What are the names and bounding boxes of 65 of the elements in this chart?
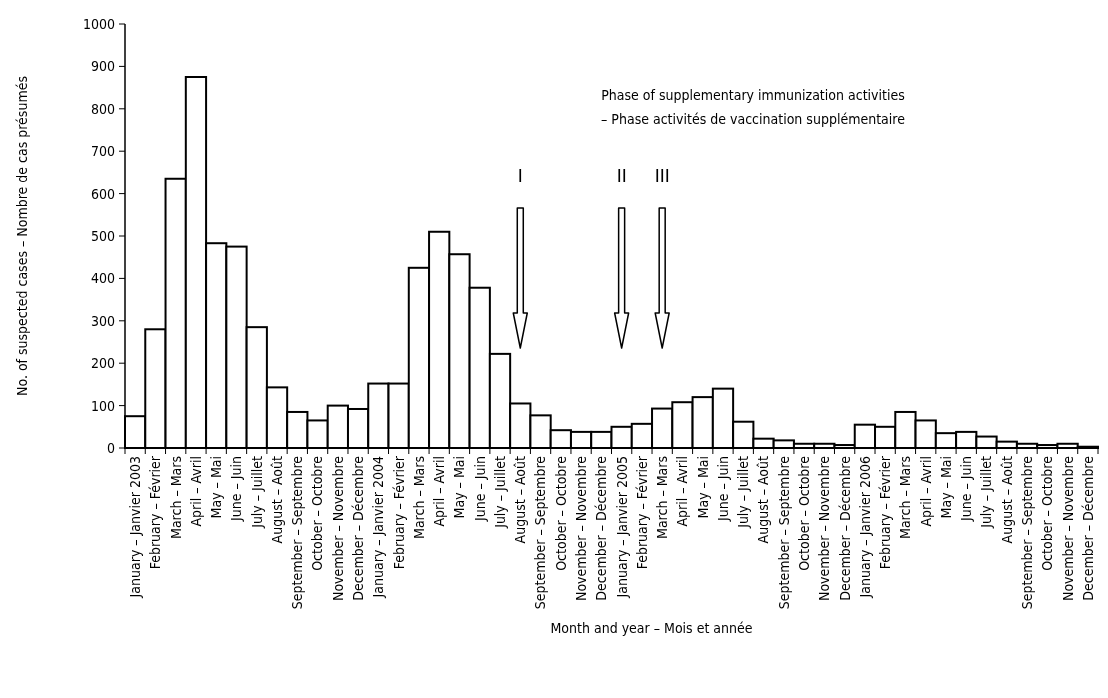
x-tick-label: May – Mai [451, 456, 468, 519]
x-tick-label: August – Août [998, 455, 1015, 544]
x-tick-label: May – Mai [937, 456, 954, 519]
x-tick-label: January – Janvier 2003 [127, 456, 144, 599]
y-tick-label: 1000 [82, 15, 115, 32]
x-tick-label: October – Octobre [552, 455, 569, 571]
x-tick-label: January – Janvier 2005 [613, 456, 630, 599]
annotation: Phase of supplementary immunization activities – Phase activités de vaccination supplémentaire [601, 87, 906, 127]
x-tick-label: March – Mars [410, 456, 427, 539]
x-tick-label: December – Décembre [350, 455, 367, 601]
x-tick-label: October – Octobre [1039, 455, 1056, 571]
y-tick-label: 700 [90, 143, 115, 160]
x-tick-label: July – Juillet [248, 455, 265, 529]
x-axis-title: Month and year – Mois et année [550, 620, 753, 636]
x-tick-label: September – Septembre [289, 455, 306, 610]
x-tick-label: February – Février [877, 455, 894, 570]
y-tick-label: 200 [90, 355, 115, 372]
x-tick-label: October – Octobre [309, 455, 326, 571]
x-tick-label: September – Septembre [775, 455, 792, 610]
x-tick-label: October – Octobre [795, 455, 812, 571]
x-tick-label: September – Septembre [1018, 455, 1035, 610]
x-tick-label: November – Novembre [329, 455, 346, 602]
x-tick-label: March – Mars [167, 456, 184, 539]
x-tick-label: July – Juillet [491, 455, 508, 529]
x-tick-label: July – Juillet [978, 455, 995, 529]
x-tick-label: February – Février [147, 455, 164, 570]
y-tick-label: 0 [106, 439, 115, 456]
y-tick-label: 800 [90, 100, 115, 117]
x-tick-label: September – Septembre [532, 455, 549, 610]
x-tick-label: June – Juin [714, 456, 731, 522]
y-tick-label: 100 [90, 397, 115, 414]
x-tick-label: March – Mars [897, 456, 914, 539]
x-tick-label: January – Janvier 2006 [856, 456, 873, 599]
y-tick-label: 900 [90, 58, 115, 75]
annotation: II [616, 166, 627, 186]
x-tick-label: December – Décembre [1079, 455, 1096, 601]
y-tick-label: 400 [90, 270, 115, 287]
x-tick-label: August – Août [755, 455, 772, 544]
x-tick-label: November – Novembre [1059, 455, 1076, 602]
x-tick-label: April – Avril [187, 456, 204, 527]
x-tick-label: April – Avril [674, 456, 691, 527]
y-axis-title: No. of suspected cases – Nombre de cas présumés [13, 75, 30, 397]
x-tick-label: May – Mai [208, 456, 225, 519]
x-tick-label: June – Juin [228, 456, 245, 522]
y-tick-label: 600 [90, 185, 115, 202]
x-tick-label: February – Février [390, 455, 407, 570]
x-tick-label: November – Novembre [572, 455, 589, 602]
x-tick-label: April – Avril [431, 456, 448, 527]
annotation: I [517, 166, 523, 186]
x-tick-label: August – Août [268, 455, 285, 544]
x-tick-label: June – Juin [471, 456, 488, 522]
x-tick-label: December – Décembre [836, 455, 853, 601]
x-tick-label: January – Janvier 2004 [370, 456, 387, 599]
x-tick-label: August – Août [512, 455, 529, 544]
x-tick-label: December – Décembre [593, 455, 610, 601]
x-tick-label: April – Avril [917, 456, 934, 527]
x-tick-label: February – Février [633, 455, 650, 570]
annotation: III [654, 166, 670, 186]
x-tick-label: July – Juillet [735, 455, 752, 529]
y-tick-label: 500 [90, 227, 115, 244]
x-tick-label: March – Mars [654, 456, 671, 539]
y-tick-label: 300 [90, 312, 115, 329]
x-tick-label: June – Juin [958, 456, 975, 522]
x-tick-label: November – Novembre [816, 455, 833, 602]
x-tick-label: May – Mai [694, 456, 711, 519]
